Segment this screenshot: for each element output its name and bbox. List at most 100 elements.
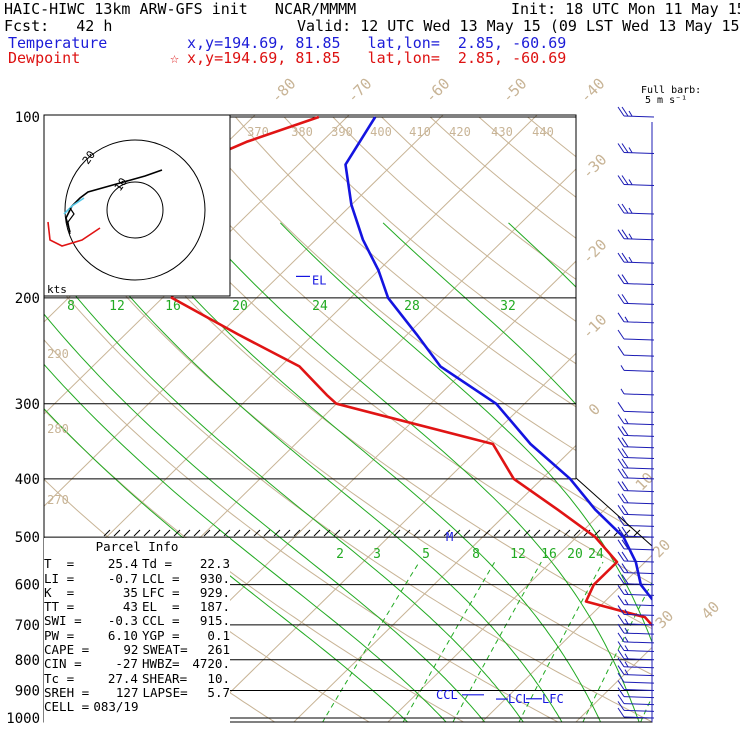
- mixing-ratio-label: 5: [422, 547, 430, 562]
- level-annotations: EL CCL LCL LFC M: [296, 273, 564, 706]
- dewpoint-legend: Dewpoint: [8, 49, 81, 67]
- barb-flag: [617, 203, 625, 214]
- barb-flag: [617, 468, 625, 479]
- moist-adiabat-line: [280, 222, 652, 722]
- barb-flag: [617, 641, 625, 651]
- barb-half-flag: [624, 316, 629, 323]
- temperature-legend: Temperature: [8, 34, 108, 52]
- mixing-ratio-line: [636, 561, 652, 722]
- hatch-mark: [483, 529, 491, 537]
- wind-barb: [617, 516, 655, 527]
- mixing-ratio-line: [713, 562, 740, 731]
- hodograph: 10 20 kts: [43, 114, 231, 297]
- theta-e-label: 8: [67, 299, 75, 314]
- barb-flag: [621, 448, 629, 458]
- parcel-info-title: Parcel Info: [95, 539, 179, 554]
- theta-label: 440: [532, 125, 554, 139]
- barb-staff: [623, 238, 655, 241]
- barb-flag: [617, 448, 625, 458]
- mixing-ratio-label: 20: [567, 547, 583, 562]
- hatch-mark: [233, 529, 241, 537]
- hatch-mark: [103, 529, 111, 537]
- barb-flag: [621, 526, 629, 537]
- parcel-cell: [138, 700, 191, 714]
- barb-staff: [623, 283, 655, 286]
- isotherm-line: [378, 115, 652, 722]
- parcel-cell: -0.7: [107, 570, 138, 586]
- parcel-cell: 929.: [199, 584, 230, 600]
- barb-staff: [623, 338, 655, 341]
- temperature-location: x,y=194.69, 81.85 lat,lon= 2.85, -60.69: [187, 34, 567, 52]
- barb-flag: [621, 481, 629, 491]
- isotherm-line: [44, 115, 549, 722]
- hodograph-trace-upper: [65, 169, 163, 233]
- forecast-hour: Fcst: 42 h: [4, 17, 113, 35]
- hatch-mark: [563, 529, 571, 537]
- barb-flag: [617, 672, 625, 683]
- pressure-label: 900: [15, 684, 40, 700]
- isotherm-label: -60: [422, 75, 454, 107]
- parcel-cell: LFC =: [141, 584, 180, 600]
- parcel-cell: K =: [44, 584, 75, 600]
- parcel-cell: 27.4: [107, 670, 138, 686]
- barb-staff: [623, 410, 655, 413]
- barb-staff: [623, 369, 655, 372]
- model-title: HAIC-HIWC 13km ARW-GFS init NCAR/MMMM: [4, 0, 357, 18]
- isotherm-label: -40: [577, 75, 609, 107]
- hatch-mark: [193, 529, 201, 537]
- dry-adiabat-line: [478, 116, 652, 722]
- wind-barb: [617, 402, 655, 413]
- hatch-mark: [243, 529, 251, 537]
- theta-label: 280: [47, 422, 69, 436]
- hatch-mark: [143, 529, 151, 537]
- hatch-mark: [443, 529, 451, 537]
- theta-e-label: 16: [165, 299, 181, 314]
- parcel-cell: EL =: [141, 599, 180, 615]
- theta-label: 410: [409, 125, 431, 139]
- parcel-cell: [191, 700, 230, 714]
- mixing-ratio-label: 12: [510, 547, 526, 562]
- barb-staff: [623, 696, 655, 699]
- hodograph-trace-red: [47, 221, 101, 247]
- barb-staff: [623, 393, 655, 396]
- theta-e-label: 28: [404, 299, 420, 314]
- wind-barb: [617, 563, 655, 575]
- barb-flag: [617, 649, 625, 660]
- parcel-cell: 10.: [207, 670, 230, 686]
- wind-barb: [617, 426, 655, 437]
- barb-flag: [617, 657, 625, 668]
- barb-staff: [623, 423, 655, 426]
- parcel-cell: 4720.: [192, 656, 230, 672]
- pressure-label: 800: [15, 653, 40, 669]
- barb-flag: [617, 605, 625, 615]
- barb-flag: [617, 595, 625, 605]
- barb-staff: [623, 623, 655, 626]
- isotherm-label: 20: [649, 536, 675, 562]
- barb-staff: [623, 446, 655, 449]
- mixing-ratio-line: [578, 561, 652, 722]
- dewpoint-location: x,y=194.69, 81.85 lat,lon= 2.85, -60.69: [187, 49, 567, 67]
- barb-staff: [623, 681, 655, 684]
- parcel-cell: 35: [122, 584, 138, 600]
- wind-barb: [617, 505, 655, 516]
- hatch-mark: [253, 529, 261, 537]
- pressure-label: 1000: [6, 711, 40, 727]
- barb-flag: [617, 701, 625, 711]
- barb-half-flag: [624, 618, 629, 625]
- wind-barb: [617, 526, 655, 538]
- theta-label: 420: [449, 125, 471, 139]
- moist-adiabat-line: [650, 222, 652, 722]
- wind-barb: [617, 414, 655, 426]
- theta-e-label: 12: [109, 299, 125, 314]
- temperature-profile: [344, 116, 652, 719]
- barb-flag: [617, 516, 625, 526]
- mixing-ratio-label: 3: [373, 547, 381, 562]
- barb-staff: [623, 535, 655, 538]
- barb-flag: [621, 426, 629, 436]
- parcel-cell: 261: [207, 642, 230, 658]
- parcel-cell: SWI =: [44, 613, 82, 629]
- wind-barb: [617, 623, 655, 635]
- barb-half-flag: [628, 147, 633, 153]
- hodograph-trace-low: [63, 197, 85, 215]
- barb-half-flag: [624, 627, 629, 634]
